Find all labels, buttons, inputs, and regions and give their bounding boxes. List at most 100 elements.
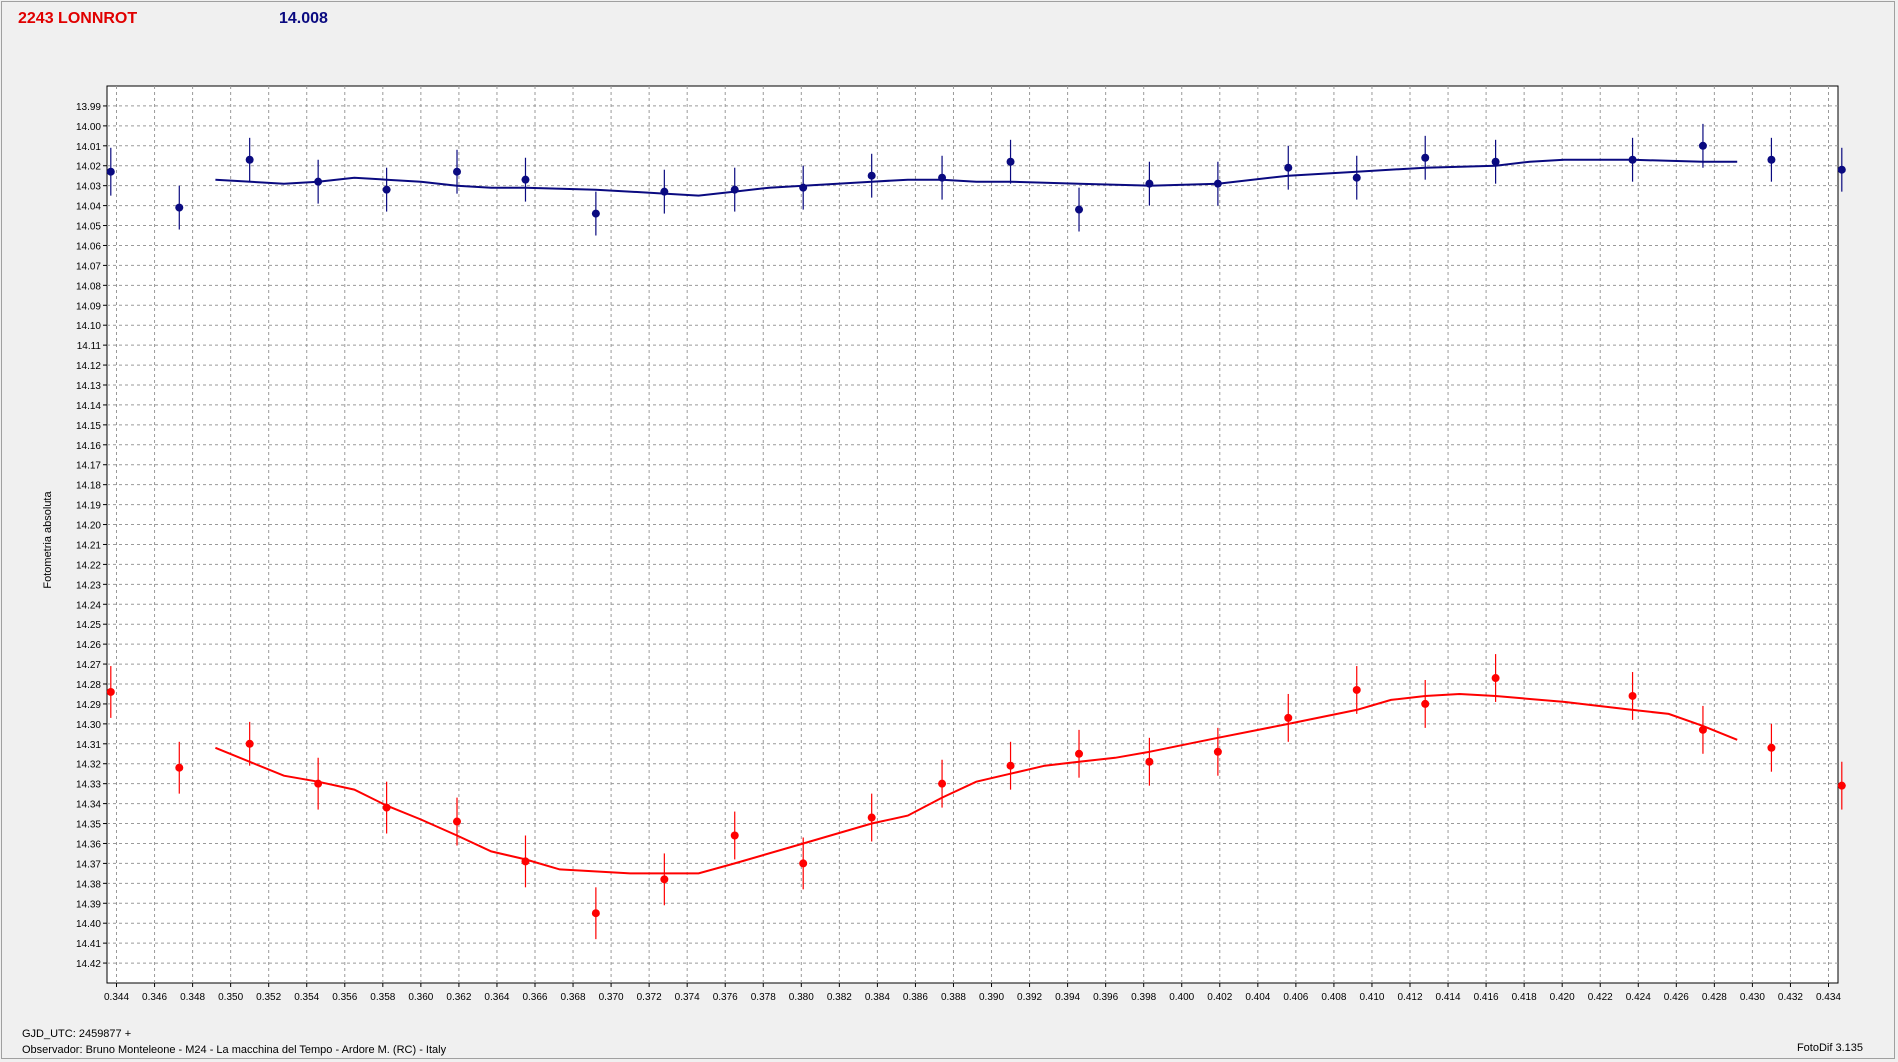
x-tick-label: 0.368 — [561, 992, 586, 1003]
y-tick-label: 14.15 — [76, 421, 101, 432]
x-tick-label: 0.358 — [370, 992, 395, 1003]
target-data-point — [1767, 743, 1776, 752]
y-tick-label: 14.20 — [76, 521, 101, 532]
y-tick-label: 14.30 — [76, 720, 101, 731]
target-data-point — [382, 803, 391, 812]
comparison-data-point — [453, 167, 462, 176]
y-tick-label: 14.03 — [76, 182, 101, 193]
x-tick-label: 0.364 — [484, 992, 509, 1003]
x-tick-label: 0.352 — [256, 992, 281, 1003]
y-tick-label: 14.10 — [76, 321, 101, 332]
target-data-point — [1491, 674, 1500, 683]
y-tick-label: 14.01 — [76, 142, 101, 153]
comparison-data-point — [867, 171, 876, 180]
y-tick-label: 14.36 — [76, 839, 101, 850]
comparison-data-point — [1006, 157, 1015, 166]
target-data-point — [1698, 725, 1707, 734]
plot-area — [106, 85, 1839, 984]
target-data-point — [591, 909, 600, 918]
y-tick-label: 14.25 — [76, 620, 101, 631]
target-data-point — [1145, 757, 1154, 766]
x-tick-label: 0.366 — [522, 992, 547, 1003]
target-data-point — [1352, 685, 1361, 694]
y-tick-label: 14.23 — [76, 580, 101, 591]
x-tick-label: 0.348 — [180, 992, 205, 1003]
y-tick-label: 14.31 — [76, 740, 101, 751]
x-tick-label: 0.392 — [1017, 992, 1042, 1003]
x-tick-label: 0.404 — [1245, 992, 1270, 1003]
mean-magnitude-value: 14.008 — [279, 10, 328, 27]
x-tick-label: 0.426 — [1664, 992, 1689, 1003]
y-tick-label: 13.99 — [76, 102, 101, 113]
comparison-data-point — [1767, 155, 1776, 164]
x-tick-label: 0.374 — [675, 992, 700, 1003]
comparison-data-point — [1837, 165, 1846, 174]
y-tick-label: 14.19 — [76, 501, 101, 512]
x-tick-label: 0.402 — [1207, 992, 1232, 1003]
x-tick-label: 0.422 — [1588, 992, 1613, 1003]
y-tick-label: 14.32 — [76, 760, 101, 771]
y-tick-label: 14.06 — [76, 241, 101, 252]
target-data-point — [730, 831, 739, 840]
y-tick-label: 14.33 — [76, 780, 101, 791]
y-tick-label: 14.24 — [76, 600, 101, 611]
y-tick-label: 14.34 — [76, 800, 101, 811]
x-tick-label: 0.388 — [941, 992, 966, 1003]
x-tick-label: 0.372 — [637, 992, 662, 1003]
x-tick-label: 0.416 — [1474, 992, 1499, 1003]
comparison-data-point — [106, 167, 115, 176]
target-data-point — [106, 687, 115, 696]
y-tick-label: 14.14 — [76, 401, 101, 412]
x-tick-label: 0.360 — [408, 992, 433, 1003]
y-tick-label: 14.21 — [76, 540, 101, 551]
x-tick-label: 0.414 — [1436, 992, 1461, 1003]
y-tick-label: 14.00 — [76, 122, 101, 133]
y-tick-label: 14.22 — [76, 560, 101, 571]
observer-label: Observador: Bruno Monteleone - M24 - La … — [22, 1044, 447, 1056]
comparison-data-point — [1213, 179, 1222, 188]
x-tick-label: 0.390 — [979, 992, 1004, 1003]
y-tick-label: 14.41 — [76, 939, 101, 950]
x-tick-label: 0.394 — [1055, 992, 1080, 1003]
x-tick-label: 0.376 — [713, 992, 738, 1003]
comparison-data-point — [730, 185, 739, 194]
target-data-point — [521, 857, 530, 866]
y-tick-label: 14.07 — [76, 261, 101, 272]
x-tick-label: 0.370 — [599, 992, 624, 1003]
x-tick-label: 0.384 — [865, 992, 890, 1003]
x-tick-label: 0.386 — [903, 992, 928, 1003]
comparison-data-point — [521, 175, 530, 184]
x-tick-label: 0.434 — [1816, 992, 1841, 1003]
y-tick-label: 14.40 — [76, 919, 101, 930]
target-data-point — [1628, 691, 1637, 700]
y-tick-label: 14.12 — [76, 361, 101, 372]
object-name-title: 2243 LONNROT — [18, 10, 138, 27]
target-data-point — [799, 859, 808, 868]
software-version: FotoDif 3.135 — [1796, 1042, 1863, 1054]
x-tick-label: 0.380 — [789, 992, 814, 1003]
comparison-data-point — [799, 183, 808, 192]
y-tick-label: 14.18 — [76, 481, 101, 492]
comparison-data-point — [660, 187, 669, 196]
target-data-point — [938, 779, 947, 788]
target-data-point — [1213, 747, 1222, 756]
target-data-point — [453, 817, 462, 826]
x-tick-label: 0.428 — [1702, 992, 1727, 1003]
target-data-point — [1284, 713, 1293, 722]
comparison-data-point — [245, 155, 254, 164]
y-tick-label: 14.13 — [76, 381, 101, 392]
x-tick-label: 0.430 — [1740, 992, 1765, 1003]
y-tick-label: 14.09 — [76, 301, 101, 312]
x-tick-label: 0.398 — [1131, 992, 1156, 1003]
x-tick-label: 0.408 — [1321, 992, 1346, 1003]
y-tick-label: 14.02 — [76, 162, 101, 173]
y-tick-label: 14.37 — [76, 859, 101, 870]
x-tick-label: 0.406 — [1283, 992, 1308, 1003]
x-tick-label: 0.420 — [1550, 992, 1575, 1003]
y-tick-label: 14.04 — [76, 202, 101, 213]
target-data-point — [175, 763, 184, 772]
comparison-data-point — [1628, 155, 1637, 164]
y-tick-label: 14.05 — [76, 222, 101, 233]
target-data-point — [245, 739, 254, 748]
